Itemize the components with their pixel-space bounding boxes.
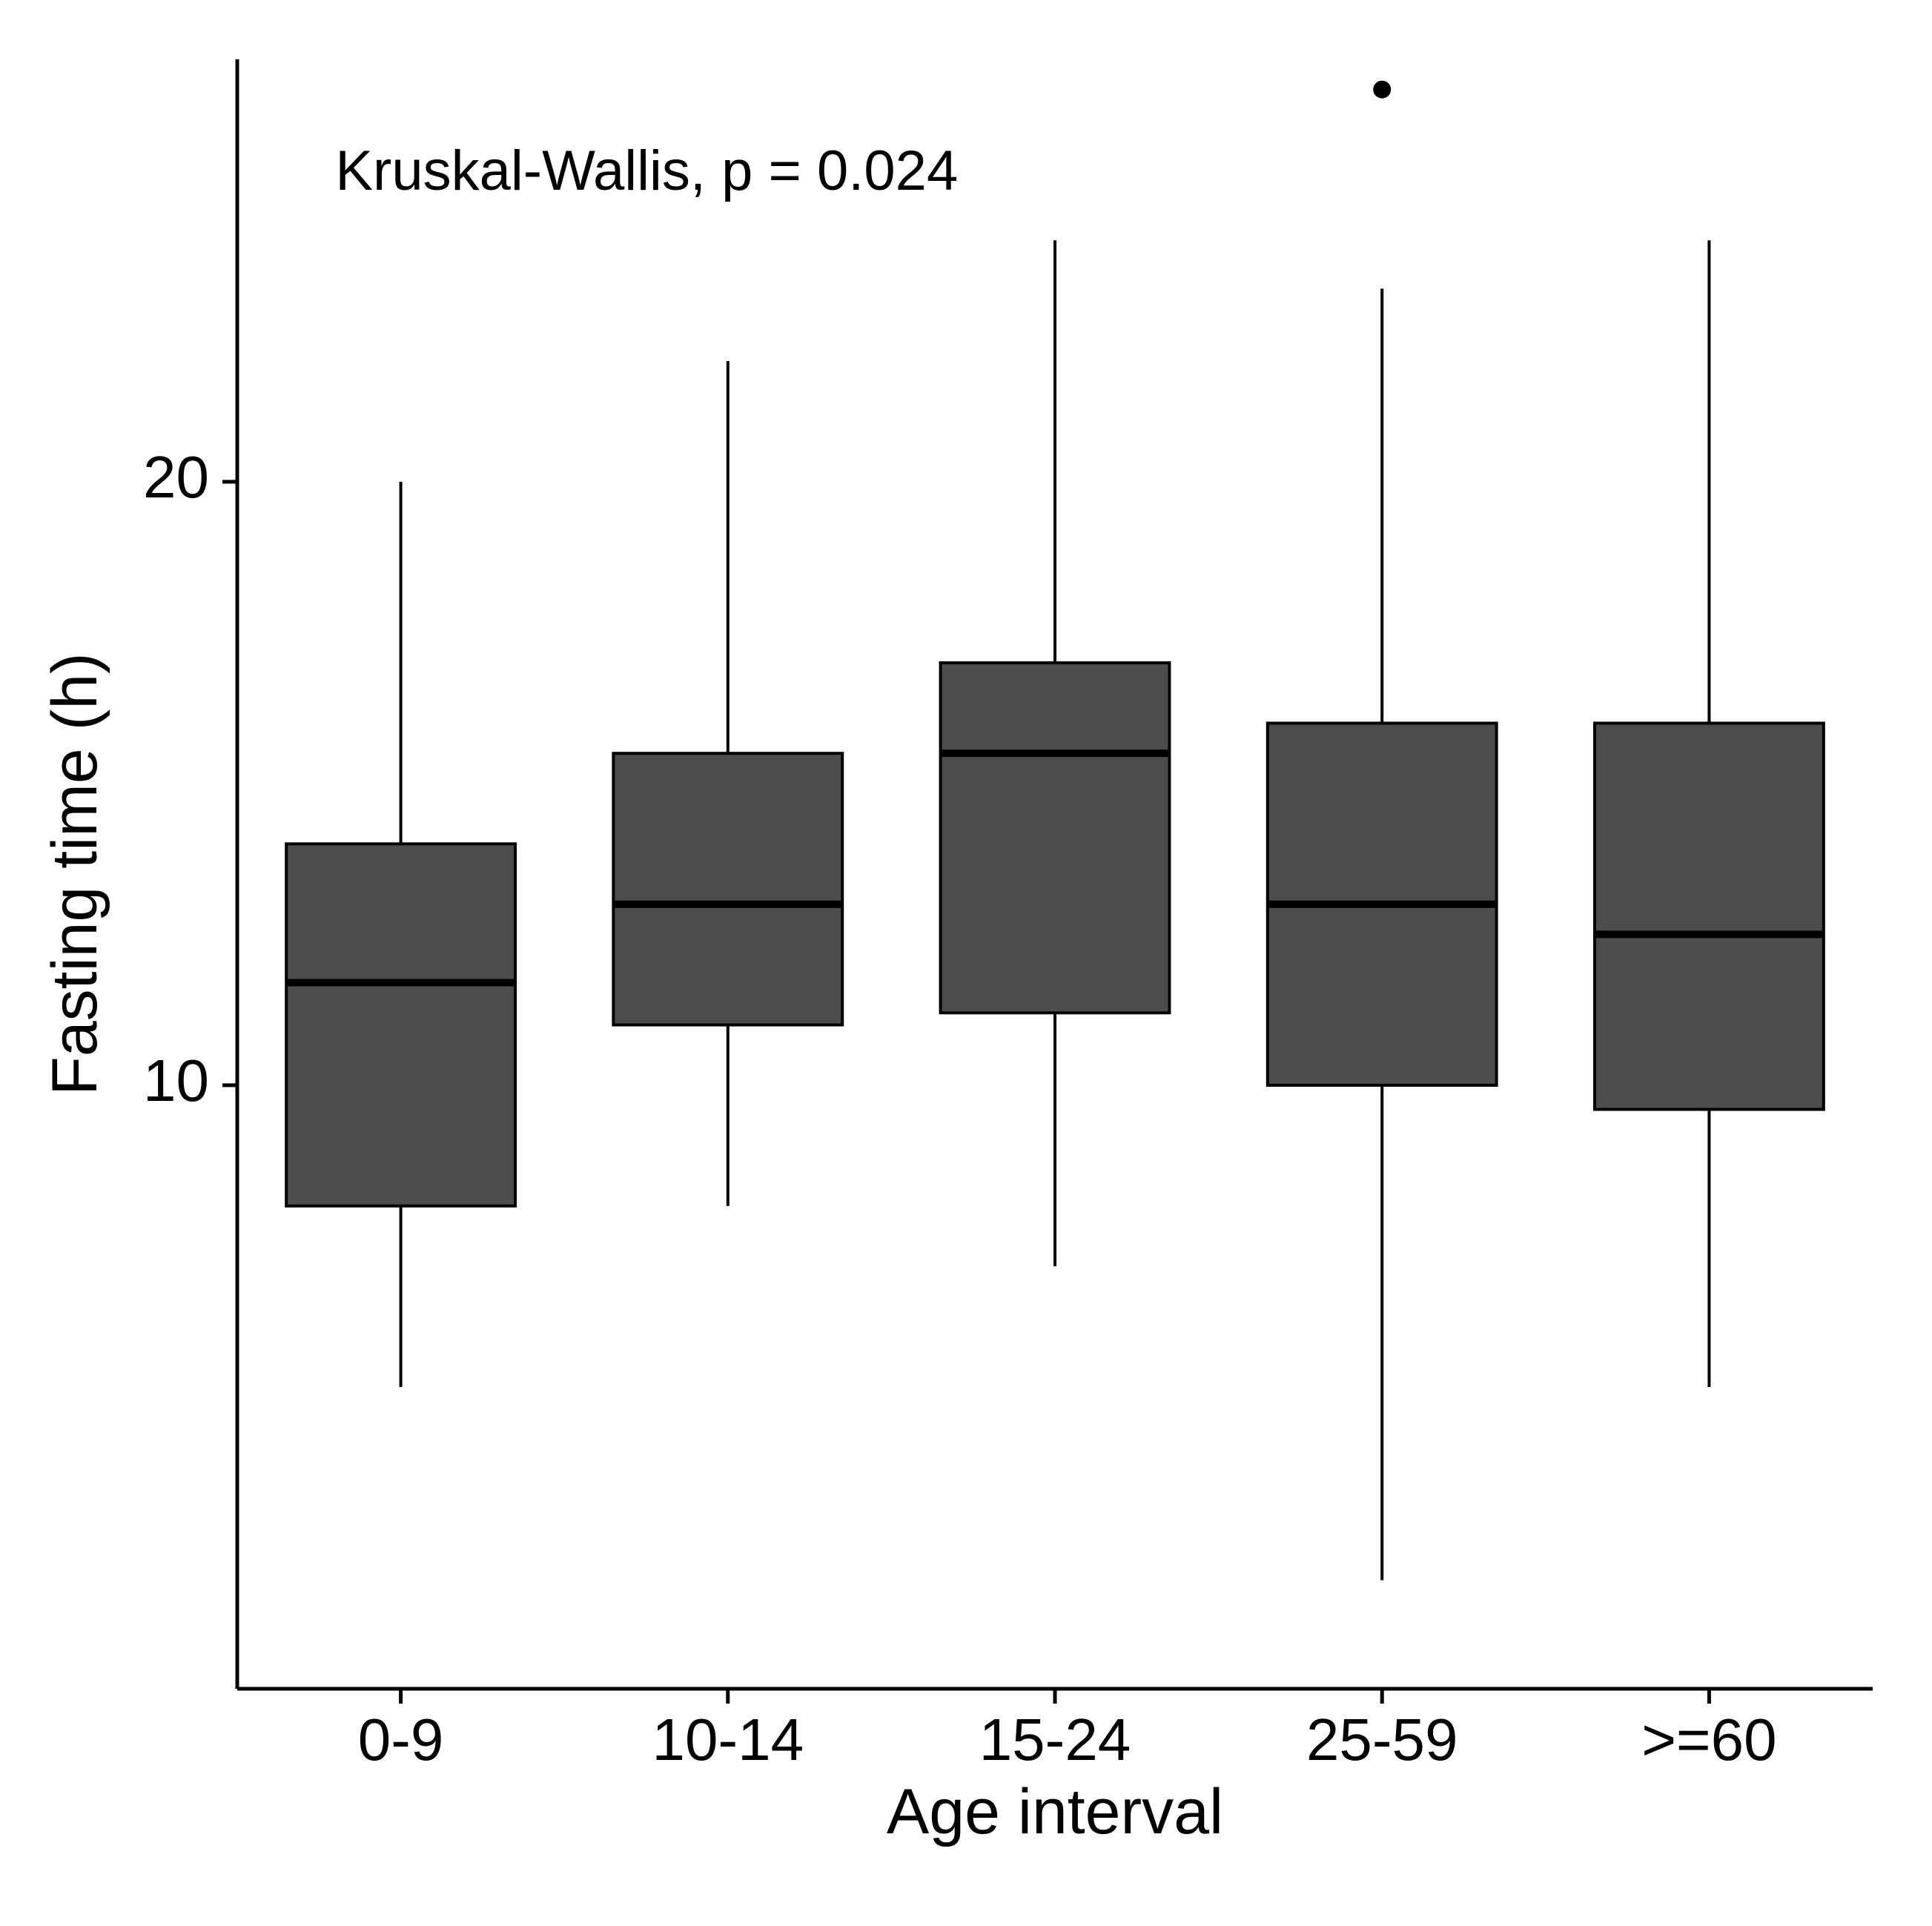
box	[1595, 723, 1824, 1109]
box	[613, 753, 842, 1025]
box	[941, 663, 1170, 1013]
x-tick-label: 10-14	[652, 1707, 804, 1773]
y-axis-label: Fasting time (h)	[39, 652, 110, 1095]
x-tick-label: 0-9	[358, 1707, 444, 1773]
annotation-text: Kruskal-Wallis, p = 0.024	[335, 139, 958, 202]
box	[286, 844, 515, 1205]
y-tick-label: 10	[143, 1048, 209, 1113]
x-tick-label: 25-59	[1306, 1707, 1458, 1773]
x-axis-label: Age interval	[887, 1776, 1223, 1847]
x-tick-label: >=60	[1641, 1707, 1776, 1773]
boxplot-chart: 10 20 0-9 10-14 15-24 25-59 >=60 Fasting time (…	[0, 0, 1932, 1926]
x-tick-label: 15-24	[979, 1707, 1131, 1773]
chart-svg: 10 20 0-9 10-14 15-24 25-59 >=60 Fasting time (…	[0, 0, 1932, 1926]
outlier-point	[1373, 81, 1391, 99]
y-tick-label: 20	[143, 444, 209, 510]
